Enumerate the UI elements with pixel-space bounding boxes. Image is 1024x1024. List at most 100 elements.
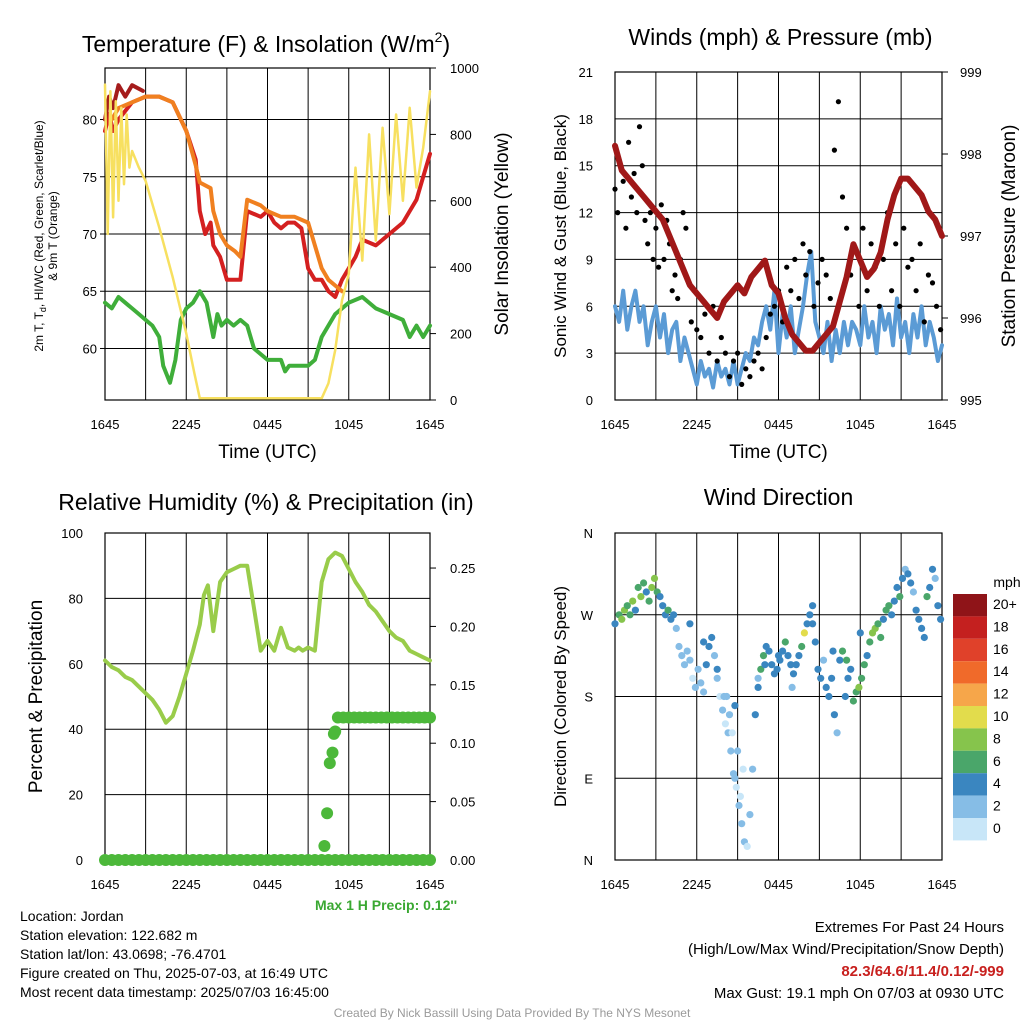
y-tick-label-left: 15: [579, 159, 593, 174]
gust-point: [800, 241, 806, 247]
direction-point: [856, 629, 864, 637]
direction-point: [847, 665, 855, 673]
direction-point: [664, 606, 672, 614]
y-tick-label-right: 0: [450, 393, 457, 408]
direction-point: [765, 647, 773, 655]
direction-point: [731, 774, 739, 782]
direction-point: [697, 679, 705, 687]
x-tick-label: 1645: [928, 417, 957, 432]
direction-point: [623, 602, 631, 610]
gust-point: [628, 194, 635, 200]
gust-point: [811, 303, 817, 309]
temperature-ylabel-left-2: & 9m T (Orange): [46, 191, 60, 281]
direction-point: [817, 674, 825, 682]
direction-point: [836, 656, 844, 664]
direction-point: [713, 665, 721, 673]
station-info: Location: Jordan Station elevation: 122.…: [20, 907, 329, 1002]
direction-point: [788, 683, 796, 692]
winds-title: Winds (mph) & Pressure (mb): [628, 24, 932, 50]
latlon-text: Station lat/lon: 43.0698; -76.4701: [20, 946, 227, 962]
direction-point: [694, 665, 702, 673]
direction-point: [746, 811, 754, 819]
y-tick-label-right: 0.05: [450, 795, 475, 810]
direction-point: [648, 583, 656, 592]
legend-swatch: [953, 728, 987, 751]
direction-point: [789, 670, 798, 678]
gust-point: [698, 334, 704, 341]
direction-point: [675, 642, 683, 651]
gust-point: [788, 288, 794, 294]
gust-point: [893, 241, 899, 247]
direction-point: [626, 611, 634, 619]
gust-point: [844, 225, 850, 231]
x-tick-label: 1645: [928, 877, 957, 892]
direction-panel: Wind Direction N E S W N 1645 2245 0445 1045 1645 D…: [551, 484, 1021, 892]
winds-xlabel: Time (UTC): [729, 442, 828, 463]
gust-point: [722, 350, 729, 356]
direction-point: [858, 674, 866, 682]
direction-point: [705, 642, 713, 651]
x-tick-label: 1645: [91, 877, 120, 892]
x-tick-label: 2245: [172, 877, 201, 892]
direction-point: [874, 620, 882, 628]
direction-point: [825, 692, 833, 701]
direction-point: [828, 674, 836, 682]
y-tick-label-right: 995: [960, 393, 982, 408]
extremes-subheading: (High/Low/Max Wind/Precipitation/Snow De…: [688, 941, 1004, 958]
legend-swatch: [953, 661, 987, 684]
gust-point: [835, 99, 842, 105]
direction-point: [739, 765, 747, 773]
legend-swatch: [953, 706, 987, 729]
y-tick-label-left: 65: [83, 284, 97, 299]
direction-point: [721, 720, 730, 728]
direction-ylabel-left: Direction (Colored By Speed): [551, 586, 570, 807]
elevation-text: Station elevation: 122.682 m: [20, 927, 198, 943]
gust-point: [839, 194, 846, 200]
gust-point: [831, 147, 838, 153]
direction-point: [907, 579, 915, 587]
direction-point: [732, 783, 740, 791]
y-tick-label-left: 60: [83, 341, 97, 356]
temperature-ylabel-right: Solar Insolation (Yellow): [492, 132, 513, 335]
direction-point: [803, 620, 811, 628]
x-tick-label: 1645: [601, 877, 630, 892]
gust-point: [718, 334, 724, 341]
gust-point: [642, 217, 648, 223]
x-tick-label: 1045: [846, 877, 875, 892]
y-tick-label-right: 996: [960, 311, 982, 326]
series-line-9m-t: [109, 94, 344, 294]
direction-point: [781, 638, 789, 646]
x-tick-label: 0445: [253, 417, 282, 432]
y-tick-label-right: 400: [450, 260, 472, 275]
gust-point: [827, 295, 833, 302]
x-tick-label: 1645: [601, 417, 630, 432]
y-tick-label-left: 0: [76, 853, 83, 868]
gust-point: [612, 186, 618, 192]
y-tick-label-right: 999: [960, 65, 982, 80]
legend-swatch: [953, 683, 987, 706]
legend-swatch: [953, 616, 987, 639]
direction-point: [849, 697, 858, 705]
x-tick-label: 2245: [682, 417, 711, 432]
legend-label: 10: [993, 708, 1009, 724]
y-tick-label-left: 0: [586, 393, 593, 408]
precip-point: [323, 757, 336, 770]
gust-point: [636, 124, 643, 130]
direction-point: [814, 665, 822, 673]
gust-point: [876, 303, 882, 309]
direction-point: [634, 583, 642, 592]
direction-point: [689, 674, 697, 682]
direction-point: [672, 624, 680, 633]
gust-point: [880, 256, 887, 262]
gust-point: [917, 241, 923, 247]
direction-point: [678, 652, 686, 660]
legend-label: 8: [993, 730, 1001, 746]
gust-point: [626, 139, 632, 145]
gust-point: [683, 225, 689, 231]
y-tick-label-left: 6: [586, 299, 593, 314]
y-tick-label-right: 0.00: [450, 853, 475, 868]
gust-point: [897, 303, 903, 309]
direction-point: [931, 574, 939, 583]
gust-point: [653, 225, 659, 231]
recent-data-text: Most recent data timestamp: 2025/07/03 1…: [20, 984, 329, 1000]
